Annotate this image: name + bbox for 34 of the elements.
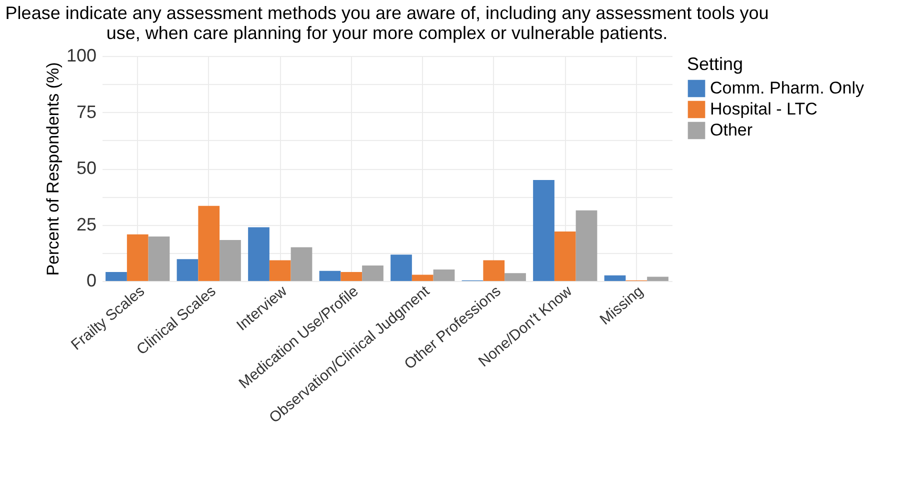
y-tick-label: 0 [86, 270, 96, 290]
bar [126, 234, 148, 281]
bar [148, 236, 170, 281]
y-axis-title: Percent of Respondents (%) [43, 62, 62, 276]
bar [248, 227, 270, 281]
bar [319, 270, 341, 281]
y-tick-label: 75 [76, 102, 96, 122]
bar [220, 240, 241, 281]
bar [340, 272, 362, 281]
legend-label: Hospital - LTC [710, 100, 818, 118]
bar [554, 232, 576, 281]
text: use, when care planning for your more complex or vulnerable patients. [106, 23, 668, 43]
bar [176, 259, 198, 281]
bar [106, 272, 127, 281]
bar [604, 275, 626, 281]
legend-label: Other [710, 120, 753, 140]
bar [269, 260, 291, 281]
bar [390, 254, 412, 281]
bar [533, 180, 554, 281]
y-tick-label: 100 [66, 46, 96, 66]
bar [483, 260, 505, 281]
bar [576, 210, 598, 281]
bar [290, 247, 312, 281]
bar [647, 276, 668, 281]
bar [412, 274, 434, 281]
bar [433, 270, 455, 281]
bar [198, 206, 220, 281]
legend-title: Setting [687, 54, 744, 74]
y-tick-label: 25 [76, 214, 96, 234]
text: Please indicate any assessment methods you are aware of, including any assessment tools you [5, 3, 769, 23]
legend-label: Comm. Pharm. Only [710, 78, 864, 98]
bar [362, 265, 384, 281]
y-tick-label: 50 [76, 158, 96, 178]
bar [504, 273, 526, 281]
